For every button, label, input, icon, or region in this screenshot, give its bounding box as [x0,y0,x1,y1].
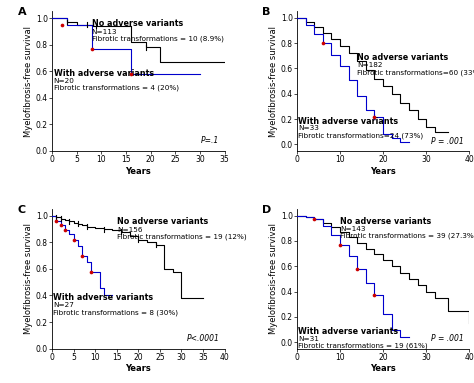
Text: No adverse variants: No adverse variants [357,53,448,62]
X-axis label: Years: Years [126,167,151,176]
Text: N=182
Fibrotic transformations=60 (33%): N=182 Fibrotic transformations=60 (33%) [357,62,474,75]
Text: No adverse variants: No adverse variants [91,20,183,28]
Text: N=33
Fibrotic transformations=24 (73%): N=33 Fibrotic transformations=24 (73%) [298,126,423,139]
Point [88,46,95,52]
Text: N=143
Fibrotic transformations = 39 (27.3%): N=143 Fibrotic transformations = 39 (27.… [340,226,474,239]
Text: With adverse variants: With adverse variants [54,293,154,302]
Text: P = .001: P = .001 [431,334,464,344]
Y-axis label: Myelofibrosis-free survival: Myelofibrosis-free survival [24,223,33,334]
Text: P=.1: P=.1 [201,136,219,146]
Text: With adverse variants: With adverse variants [298,327,398,336]
Text: N=113
Fibrotic transformations = 10 (8.9%): N=113 Fibrotic transformations = 10 (8.9… [91,29,223,42]
Text: B: B [263,7,271,17]
Point [87,268,95,275]
Point [310,216,318,223]
Point [371,292,378,298]
Text: C: C [18,205,26,215]
X-axis label: Years: Years [370,365,396,373]
Text: With adverse variants: With adverse variants [298,116,398,126]
Point [53,218,60,224]
Text: No adverse variants: No adverse variants [340,217,431,226]
Point [61,228,69,234]
Point [371,113,378,119]
Text: No adverse variants: No adverse variants [117,217,208,226]
Text: P<.0001: P<.0001 [186,334,219,343]
Point [70,237,77,243]
X-axis label: Years: Years [126,365,151,373]
Point [57,222,64,228]
Point [127,71,135,77]
Point [336,242,344,248]
Point [354,266,361,272]
X-axis label: Years: Years [370,167,396,176]
Text: N=20
Fibrotic transformations = 4 (20%): N=20 Fibrotic transformations = 4 (20%) [54,78,179,91]
Text: P = .001: P = .001 [431,137,464,146]
Text: A: A [18,7,26,17]
Text: N=31
Fibrotic transformations = 19 (61%): N=31 Fibrotic transformations = 19 (61%) [298,336,428,349]
Y-axis label: Myelofibrosis-free survival: Myelofibrosis-free survival [269,26,278,137]
Text: D: D [263,205,272,215]
Text: N=156
Fibrotic transformations = 19 (12%): N=156 Fibrotic transformations = 19 (12%… [117,226,246,240]
Point [58,22,66,28]
Text: N=27
Fibrotic transformations = 8 (30%): N=27 Fibrotic transformations = 8 (30%) [54,302,178,316]
Text: With adverse variants: With adverse variants [54,69,154,77]
Y-axis label: Myelofibrosis-free survival: Myelofibrosis-free survival [269,223,278,334]
Y-axis label: Myelofibrosis-free survival: Myelofibrosis-free survival [24,26,33,137]
Point [319,40,327,46]
Point [79,253,86,259]
